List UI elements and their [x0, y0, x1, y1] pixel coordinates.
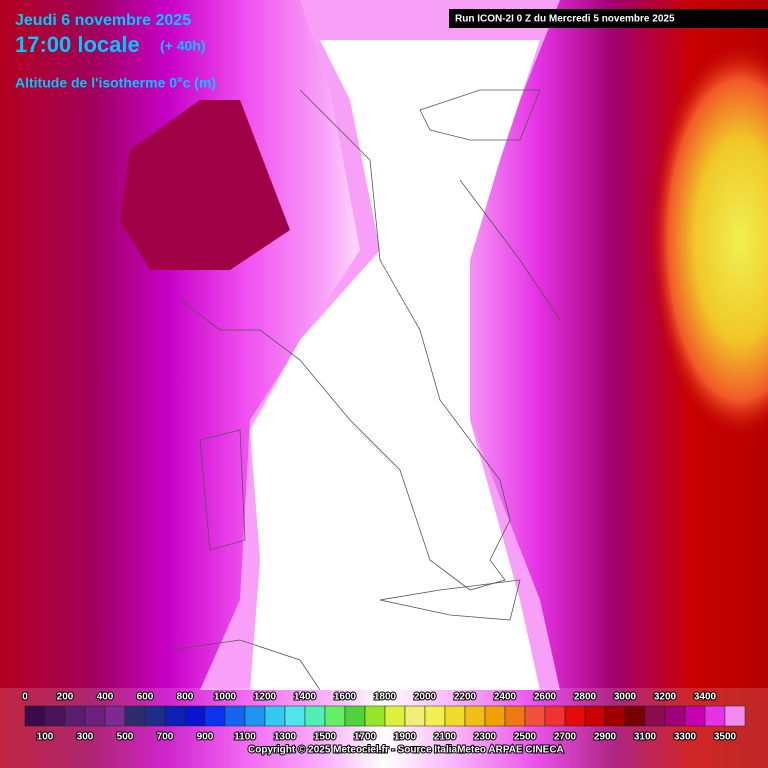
legend-swatch [384, 705, 406, 727]
legend-swatch [264, 705, 286, 727]
low-level-zone [250, 40, 540, 690]
legend-label: 0 [22, 692, 28, 703]
legend-label: 3200 [654, 692, 677, 703]
legend-swatch [204, 705, 226, 727]
legend: 0 200 400 600 800 1000 1200 1400 1600 1800 2000 220… [21, 691, 746, 744]
legend-label: 1200 [254, 692, 277, 703]
legend-label: 1900 [394, 732, 417, 743]
legend-label: 2400 [494, 692, 517, 703]
croatia-coast [459, 179, 561, 321]
lead-time: (+ 40h) [160, 38, 206, 54]
legend-swatch [164, 705, 186, 727]
sardinia [199, 429, 246, 551]
run-banner [449, 9, 768, 28]
legend-swatch [404, 705, 426, 727]
legend-swatch [484, 705, 506, 727]
legend-swatch [224, 705, 246, 727]
legend-swatch [24, 705, 46, 727]
date: Jeudi 6 novembre 2025 [15, 12, 191, 29]
legend-label: 1000 [214, 692, 237, 703]
legend-swatch [364, 705, 386, 727]
legend-label: 700 [157, 732, 174, 743]
legend-swatch [184, 705, 206, 727]
legend-swatch [284, 705, 306, 727]
legend-label: 2200 [454, 692, 477, 703]
time: 17:00 locale [15, 32, 140, 57]
legend-swatch [664, 705, 686, 727]
legend-label: 500 [117, 732, 134, 743]
sicily [379, 579, 521, 621]
legend-swatch [444, 705, 466, 727]
legend-label: 2500 [514, 732, 537, 743]
legend-label: 300 [77, 732, 94, 743]
legend-swatch [604, 705, 626, 727]
legend-label: 2100 [434, 732, 457, 743]
legend-swatch [104, 705, 126, 727]
parameter: Altitude de l'isotherme 0°c (m) [15, 75, 216, 91]
legend-swatch [244, 705, 266, 727]
legend-label: 1300 [274, 732, 297, 743]
legend-swatch [424, 705, 446, 727]
legend-swatch [464, 705, 486, 727]
legend-swatch [564, 705, 586, 727]
legend-label: 800 [177, 692, 194, 703]
legend-label: 3400 [694, 692, 717, 703]
legend-label: 1600 [334, 692, 357, 703]
legend-label: 1500 [314, 732, 337, 743]
legend-label: 3000 [614, 692, 637, 703]
italy-coast [179, 89, 511, 591]
legend-swatch [84, 705, 106, 727]
legend-swatch [584, 705, 606, 727]
legend-swatch [124, 705, 146, 727]
legend-swatch [64, 705, 86, 727]
legend-label: 2900 [594, 732, 617, 743]
legend-label: 200 [57, 692, 74, 703]
legend-swatch [724, 705, 746, 727]
legend-swatch [344, 705, 366, 727]
legend-swatch [704, 705, 726, 727]
border [419, 89, 541, 141]
high-zone [120, 100, 290, 270]
run-info: Run ICON-2I 0 Z du Mercredi 5 novembre 2… [455, 14, 675, 25]
legend-label: 600 [137, 692, 154, 703]
legend-area [0, 688, 768, 768]
legend-swatch [44, 705, 66, 727]
legend-label: 2000 [414, 692, 437, 703]
legend-swatch [544, 705, 566, 727]
legend-label: 400 [97, 692, 114, 703]
legend-swatch [504, 705, 526, 727]
legend-swatch [684, 705, 706, 727]
legend-swatch [624, 705, 646, 727]
legend-swatch [644, 705, 666, 727]
legend-swatch [304, 705, 326, 727]
legend-label: 1700 [354, 732, 377, 743]
legend-label: 2800 [574, 692, 597, 703]
legend-label: 2300 [474, 732, 497, 743]
legend-swatch [144, 705, 166, 727]
legend-label: 900 [197, 732, 214, 743]
legend-label: 2700 [554, 732, 577, 743]
legend-label: 1800 [374, 692, 397, 703]
legend-swatch [324, 705, 346, 727]
legend-swatch [524, 705, 546, 727]
legend-label: 2600 [534, 692, 557, 703]
legend-label: 3100 [634, 732, 657, 743]
legend-label: 3500 [714, 732, 737, 743]
warm-zone [650, 40, 768, 440]
copyright: Copyright © 2025 Meteociel.fr - Source I… [248, 745, 564, 756]
legend-label: 1100 [234, 732, 256, 743]
coastlines [169, 89, 561, 691]
africa-coast [169, 639, 321, 691]
legend-label: 1400 [294, 692, 317, 703]
legend-label: 3300 [674, 732, 697, 743]
legend-label: 100 [37, 732, 54, 743]
